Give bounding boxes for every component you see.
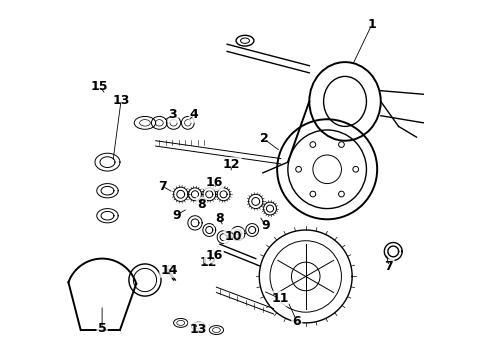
Circle shape [310, 142, 316, 147]
Text: 8: 8 [197, 198, 206, 211]
Text: 14: 14 [161, 264, 178, 276]
Circle shape [296, 166, 301, 172]
Ellipse shape [236, 35, 254, 46]
Circle shape [339, 142, 344, 147]
Circle shape [310, 191, 316, 197]
Text: 1: 1 [368, 18, 376, 31]
Text: 11: 11 [271, 292, 289, 305]
Circle shape [339, 191, 344, 197]
Text: 15: 15 [91, 80, 108, 93]
Circle shape [353, 166, 359, 172]
Text: 12: 12 [200, 256, 217, 269]
Text: 4: 4 [190, 108, 198, 121]
Text: 13: 13 [112, 94, 130, 107]
Text: 9: 9 [261, 219, 270, 232]
Text: 2: 2 [260, 132, 269, 145]
Text: 16: 16 [205, 176, 222, 189]
Text: 13: 13 [189, 323, 206, 336]
Text: 9: 9 [172, 208, 181, 221]
Text: 6: 6 [293, 315, 301, 328]
Text: 3: 3 [169, 108, 177, 121]
Text: 8: 8 [215, 212, 223, 225]
Text: 16: 16 [205, 249, 222, 262]
Text: 12: 12 [223, 158, 241, 171]
Text: 7: 7 [158, 180, 167, 193]
Text: 5: 5 [98, 322, 106, 335]
Ellipse shape [167, 266, 173, 269]
Text: 7: 7 [385, 260, 393, 273]
Text: 10: 10 [225, 230, 243, 243]
